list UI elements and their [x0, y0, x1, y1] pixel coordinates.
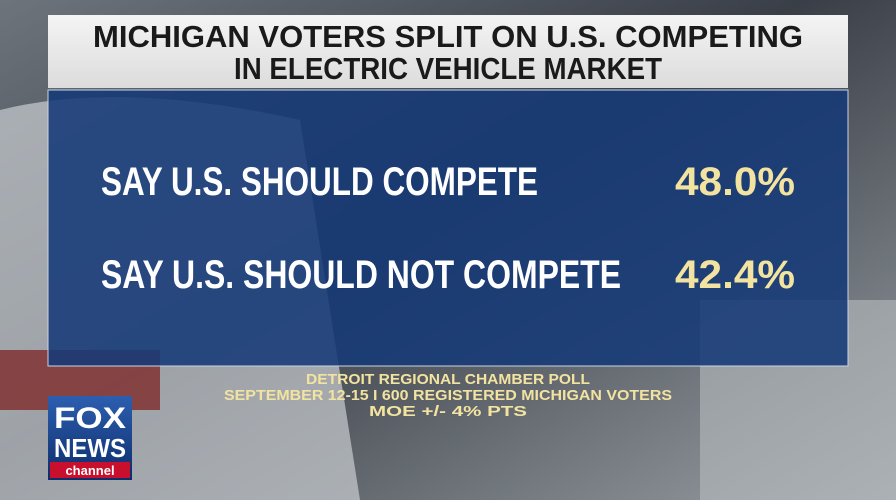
row-value: 42.4% [675, 253, 795, 297]
logo-text: channel [65, 463, 114, 478]
row-label: SAY U.S. SHOULD NOT COMPETE [101, 253, 621, 297]
logo-text: FOX [54, 402, 126, 435]
results-panel [48, 90, 848, 366]
logo-text: NEWS [54, 433, 126, 463]
source-line: DETROIT REGIONAL CHAMBER POLL [306, 371, 590, 388]
source-line: MOE +/- 4% PTS [369, 403, 527, 420]
title-line: IN ELECTRIC VEHICLE MARKET [234, 51, 662, 86]
title-line: MICHIGAN VOTERS SPLIT ON U.S. COMPETING [93, 19, 803, 54]
logo-channel-bar [50, 462, 130, 478]
panel-border [47, 89, 849, 367]
row-label: SAY U.S. SHOULD COMPETE [101, 160, 538, 204]
source-line: SEPTEMBER 12-15 I 600 REGISTERED MICHIGA… [224, 387, 672, 404]
row-value: 48.0% [675, 160, 795, 204]
title-banner [48, 15, 848, 88]
fox-news-logo: FOX NEWS channel [48, 396, 132, 480]
